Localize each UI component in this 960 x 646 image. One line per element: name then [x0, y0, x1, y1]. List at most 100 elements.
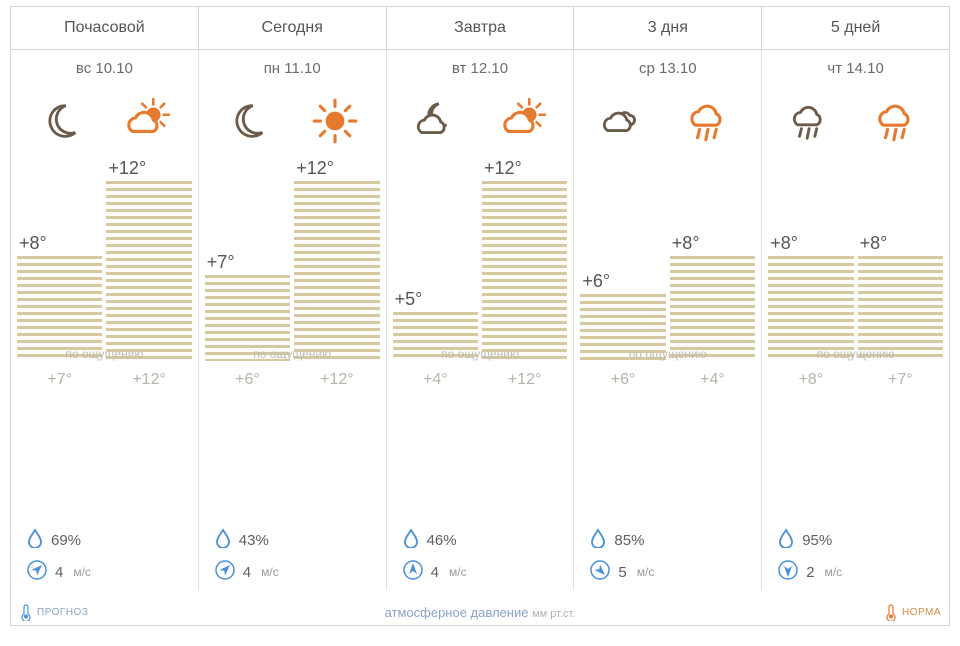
humidity-row: 95%: [768, 528, 943, 552]
thermometer-icon: [884, 603, 898, 621]
night-weather-icon: [224, 98, 270, 144]
night-bar: [17, 256, 102, 361]
day-bar-wrap: +12°: [294, 158, 379, 361]
drop-icon: [778, 528, 794, 552]
day-column: ср 13.10 +6° +8° по ощущению +6° +4° 85%: [574, 50, 762, 590]
night-weather-icon: [788, 98, 834, 144]
day-weather-icon: [685, 96, 735, 146]
feels-like-row: по ощущению +8° +7°: [768, 365, 943, 389]
footer-right-text: НОРМА: [902, 607, 941, 618]
day-column: вт 12.10 +5° +12° по ощущению +4° +12° 4…: [387, 50, 575, 590]
wind-row: 2 м/с: [768, 560, 943, 584]
thermometer-icon: [19, 603, 33, 621]
day-temp: +12°: [294, 158, 379, 179]
footer-norm-label: НОРМА: [884, 603, 941, 621]
day-bar-wrap: +8°: [858, 233, 943, 361]
feels-day: +12°: [482, 365, 567, 389]
drop-icon: [27, 528, 43, 552]
day-column: вс 10.10 +8° +12° по ощущению +7° +12° 6…: [11, 50, 199, 590]
wind-unit: м/с: [637, 565, 655, 579]
wind-unit: м/с: [261, 565, 279, 579]
night-bar-wrap: +7°: [205, 252, 290, 361]
weather-icons: [580, 89, 755, 153]
weather-icons: [17, 89, 192, 153]
night-bar-wrap: +8°: [768, 233, 853, 361]
night-temp: +7°: [205, 252, 290, 273]
day-bar: [106, 181, 191, 361]
wind-value: 2: [806, 564, 814, 581]
humidity-value: 95%: [802, 532, 832, 549]
night-temp: +8°: [768, 233, 853, 254]
night-temp: +6°: [580, 271, 665, 292]
day-weather-icon: [310, 96, 360, 146]
humidity-value: 69%: [51, 532, 81, 549]
day-column: пн 11.10 +7° +12° по ощущению +6° +12° 4…: [199, 50, 387, 590]
feels-night: +4°: [393, 365, 478, 389]
tab-4[interactable]: 5 дней: [762, 7, 949, 49]
wind-row: 4 м/с: [17, 560, 192, 584]
footer-pressure-label: атмосферное давление мм рт.ст.: [11, 605, 949, 620]
drop-icon: [590, 528, 606, 552]
day-temp: +12°: [106, 158, 191, 179]
tab-0[interactable]: Почасовой: [11, 7, 199, 49]
feels-like-label: по ощущению: [205, 347, 380, 361]
temp-bars: +5° +12°: [393, 161, 568, 361]
humidity-row: 85%: [580, 528, 755, 552]
temp-bars: +8° +12°: [17, 161, 192, 361]
day-bar-wrap: +12°: [482, 158, 567, 361]
day-date: вс 10.10: [17, 60, 192, 77]
humidity-row: 69%: [17, 528, 192, 552]
drop-icon: [403, 528, 419, 552]
wind-unit: м/с: [449, 565, 467, 579]
day-weather-icon: [873, 96, 923, 146]
day-date: вт 12.10: [393, 60, 568, 77]
wind-value: 4: [243, 564, 251, 581]
feels-night: +7°: [17, 365, 102, 389]
feels-night: +6°: [580, 365, 665, 389]
day-date: чт 14.10: [768, 60, 943, 77]
wind-row: 4 м/с: [205, 560, 380, 584]
footer-forecast-label: ПРОГНОЗ: [19, 603, 88, 621]
night-bar: [768, 256, 853, 361]
day-temp: +8°: [670, 233, 755, 254]
feels-like-row: по ощущению +4° +12°: [393, 365, 568, 389]
day-date: пн 11.10: [205, 60, 380, 77]
tab-3[interactable]: 3 дня: [574, 7, 762, 49]
feels-day: +12°: [106, 365, 191, 389]
wind-value: 5: [618, 564, 626, 581]
day-bar: [294, 181, 379, 361]
feels-like-row: по ощущению +6° +4°: [580, 365, 755, 389]
temp-bars: +8° +8°: [768, 161, 943, 361]
night-temp: +8°: [17, 233, 102, 254]
wind-direction-icon: [27, 560, 47, 584]
day-weather-icon: [498, 96, 548, 146]
weather-icons: [205, 89, 380, 153]
feels-like-row: по ощущению +7° +12°: [17, 365, 192, 389]
temp-bars: +7° +12°: [205, 161, 380, 361]
night-bar-wrap: +8°: [17, 233, 102, 361]
humidity-value: 46%: [427, 532, 457, 549]
feels-like-label: по ощущению: [580, 347, 755, 361]
wind-direction-icon: [215, 560, 235, 584]
wind-row: 4 м/с: [393, 560, 568, 584]
wind-value: 4: [55, 564, 63, 581]
day-bar: [670, 256, 755, 361]
humidity-row: 46%: [393, 528, 568, 552]
feels-night: +8°: [768, 365, 853, 389]
wind-unit: м/с: [825, 565, 843, 579]
day-bar: [482, 181, 567, 361]
feels-like-label: по ощущению: [768, 347, 943, 361]
weather-icons: [768, 89, 943, 153]
night-weather-icon: [37, 98, 83, 144]
day-date: ср 13.10: [580, 60, 755, 77]
day-bar-wrap: +12°: [106, 158, 191, 361]
day-column: чт 14.10 +8° +8° по ощущению +8° +7° 95%: [762, 50, 949, 590]
night-temp: +5°: [393, 289, 478, 310]
tab-2[interactable]: Завтра: [387, 7, 575, 49]
tab-1[interactable]: Сегодня: [199, 7, 387, 49]
weather-icons: [393, 89, 568, 153]
feels-day: +12°: [294, 365, 379, 389]
feels-like-label: по ощущению: [393, 347, 568, 361]
feels-night: +6°: [205, 365, 290, 389]
day-bar-wrap: +8°: [670, 233, 755, 361]
